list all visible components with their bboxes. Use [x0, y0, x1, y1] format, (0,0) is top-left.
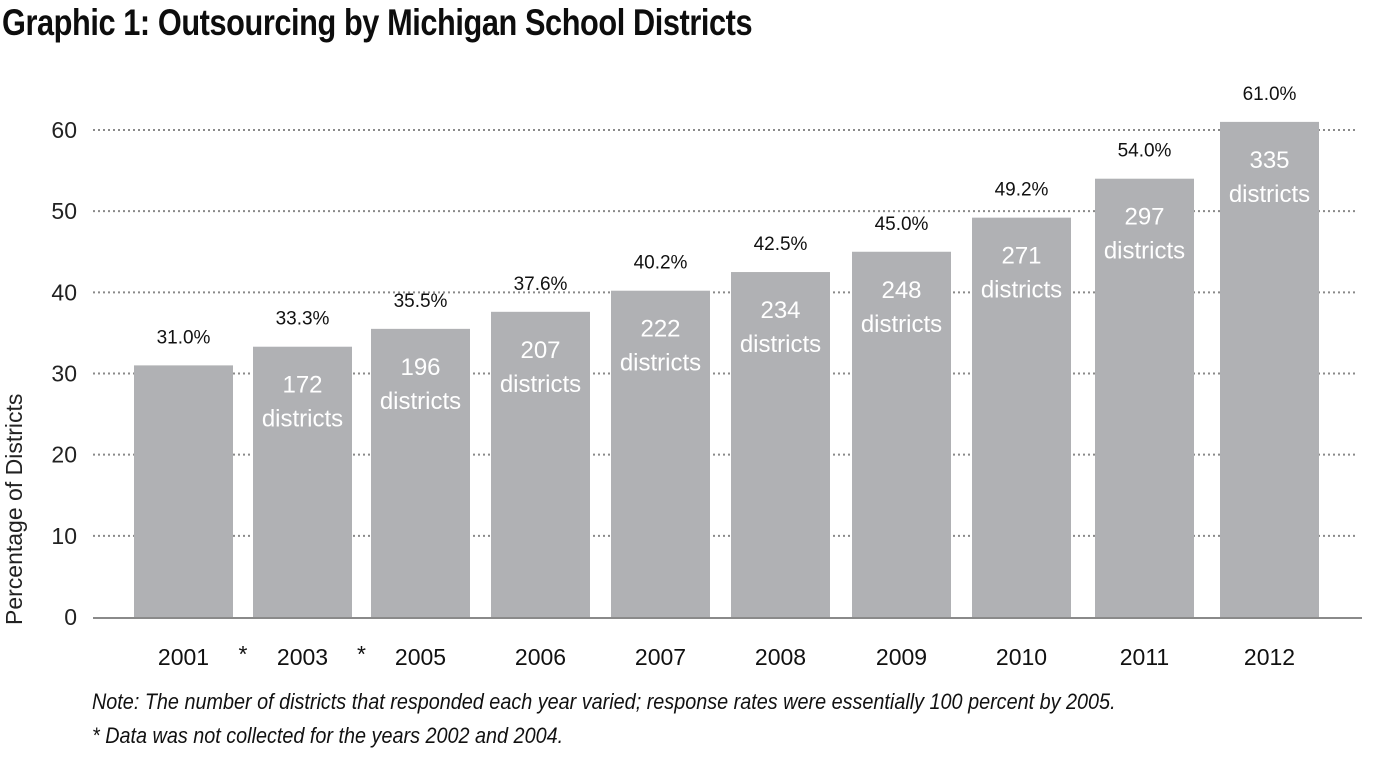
x-tick-label: 2005 — [395, 644, 446, 670]
value-label: 33.3% — [276, 309, 330, 330]
district-word-label: districts — [861, 311, 942, 338]
x-tick-label: 2009 — [876, 644, 927, 670]
district-word-label: districts — [981, 277, 1062, 304]
district-word-label: districts — [380, 388, 461, 415]
bar-2012 — [1220, 121, 1319, 617]
y-axis-label: Percentage of Districts — [1, 394, 27, 625]
value-label: 45.0% — [875, 214, 929, 235]
bar-2009 — [852, 251, 951, 617]
x-tick-label: 2008 — [755, 644, 806, 670]
missing-data-asterisk: * — [357, 641, 366, 667]
bar-2003 — [253, 346, 352, 617]
district-word-label: districts — [500, 371, 581, 398]
labels: 0 10 20 30 40 50 60 31.0% 2001 33.3% 172 districts 2… — [51, 84, 1310, 670]
bar-2007 — [611, 290, 710, 617]
district-count-label: 222 — [640, 316, 680, 343]
district-word-label: districts — [620, 350, 701, 377]
district-word-label: districts — [740, 331, 821, 358]
value-label: 54.0% — [1118, 141, 1172, 162]
value-label: 37.6% — [514, 274, 568, 295]
value-label: 42.5% — [754, 234, 808, 255]
note-response-rates: Note: The number of districts that respo… — [92, 689, 1116, 714]
y-tick-label: 20 — [51, 442, 77, 468]
x-tick-label: 2011 — [1120, 644, 1169, 670]
bar-2011 — [1095, 178, 1194, 617]
district-word-label: districts — [262, 406, 343, 433]
district-count-label: 172 — [282, 372, 322, 399]
district-count-label: 207 — [520, 337, 560, 364]
bars — [134, 121, 1319, 617]
district-count-label: 234 — [760, 297, 800, 324]
bar-2001 — [134, 365, 233, 617]
y-tick-label: 10 — [51, 523, 77, 549]
x-tick-label: 2007 — [635, 644, 686, 670]
bar-2010 — [972, 217, 1071, 617]
district-count-label: 248 — [881, 277, 921, 304]
value-label: 31.0% — [157, 327, 211, 348]
bar-2008 — [731, 272, 830, 617]
x-tick-label: 2001 — [158, 644, 209, 670]
x-tick-label: 2010 — [996, 644, 1047, 670]
value-label: 61.0% — [1243, 84, 1297, 105]
y-tick-label: 60 — [51, 117, 77, 143]
missing-data-asterisk: * — [239, 641, 248, 667]
x-tick-label: 2003 — [277, 644, 328, 670]
district-word-label: districts — [1229, 181, 1310, 208]
value-label: 49.2% — [995, 180, 1049, 201]
district-count-label: 196 — [400, 354, 440, 381]
note-missing-years: * Data was not collected for the years 2… — [92, 723, 564, 748]
y-tick-label: 30 — [51, 361, 77, 387]
y-tick-label: 0 — [64, 604, 77, 630]
value-label: 35.5% — [394, 291, 448, 312]
bar-2005 — [371, 328, 470, 617]
district-count-label: 271 — [1001, 243, 1041, 270]
y-tick-label: 50 — [51, 198, 77, 224]
district-count-label: 297 — [1124, 204, 1164, 231]
bar-2006 — [491, 311, 590, 617]
x-tick-label: 2012 — [1244, 644, 1295, 670]
district-count-label: 335 — [1249, 147, 1289, 174]
chart-title: Graphic 1: Outsourcing by Michigan Schoo… — [2, 2, 753, 43]
value-label: 40.2% — [634, 253, 688, 274]
district-word-label: districts — [1104, 238, 1185, 265]
y-tick-label: 40 — [51, 279, 77, 305]
x-tick-label: 2006 — [515, 644, 566, 670]
